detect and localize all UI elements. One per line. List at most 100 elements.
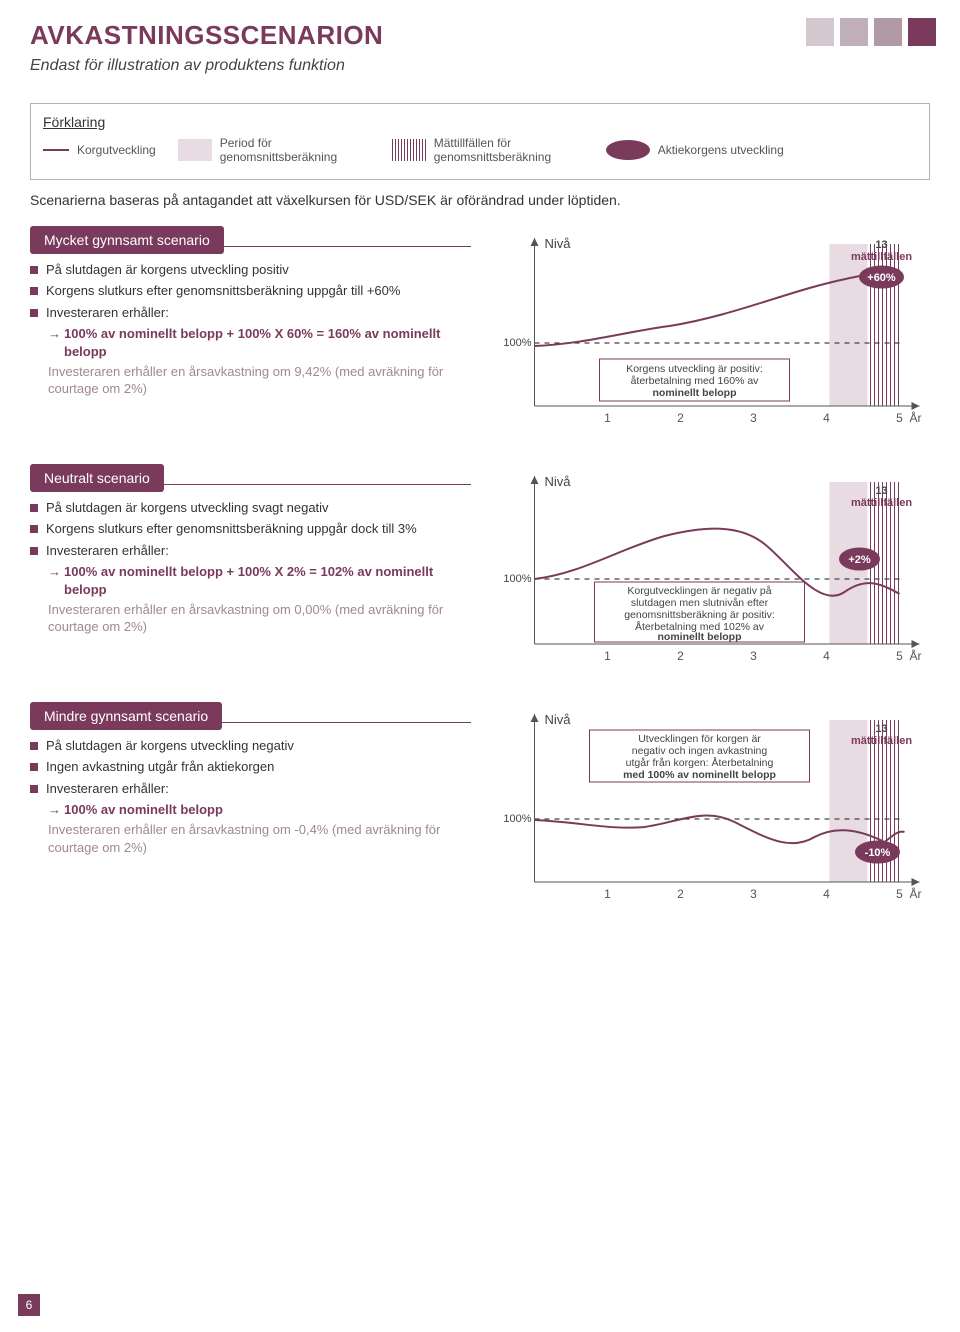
callout-line: Korgens utveckling är positiv:	[626, 363, 763, 375]
matt-label: mättillfällen	[851, 497, 912, 509]
page-number: 6	[18, 1294, 40, 1316]
decor-square	[806, 18, 834, 46]
oval-swatch-icon	[606, 140, 650, 160]
scenario-chart: Nivå 13 mättillfällen 100% -10% Utveckli…	[489, 702, 930, 912]
scenario-chart-column: Nivå 13 mättillfällen 100% +2% Korgutvec…	[489, 464, 930, 674]
xtick: 1	[604, 411, 611, 425]
legend-label: Aktiekorgens utveckling	[658, 143, 784, 157]
legend-label: Period för genomsnittsberäkning	[220, 136, 370, 165]
legend-label: Mättillfällen för genomsnittsberäkning	[434, 136, 584, 165]
callout-line: genomsnittsberäkning är positiv:	[624, 609, 775, 621]
result-badge: +2%	[848, 554, 871, 566]
legend-label: Korgutveckling	[77, 143, 156, 157]
return-note: Investeraren erhåller en årsavkastning o…	[48, 821, 471, 856]
matt-label: mättillfällen	[851, 251, 912, 263]
legend-item-oval: Aktiekorgens utveckling	[606, 140, 784, 160]
callout-line: med 100% av nominellt belopp	[623, 769, 776, 781]
niva-label: Nivå	[545, 474, 572, 489]
bullet-item: På slutdagen är korgens utveckling svagt…	[30, 499, 471, 517]
decor-square	[908, 18, 936, 46]
legend-row: Korgutveckling Period för genomsnittsber…	[43, 136, 917, 165]
return-note: Investeraren erhåller en årsavkastning o…	[48, 363, 471, 398]
xtick: 4	[823, 411, 830, 425]
scenario-chart-column: Nivå 13 mättillfällen 100% +60% Korgens …	[489, 226, 930, 436]
arrow-line: 100% av nominellt belopp + 100% X 60% = …	[48, 325, 471, 360]
scenario-neutral: Neutralt scenario På slutdagen är korgen…	[30, 464, 930, 674]
bullet-item: Korgens slutkurs efter genomsnittsberäkn…	[30, 520, 471, 538]
callout-line: nominellt belopp	[653, 387, 737, 399]
legend-item-avg: Period för genomsnittsberäkning	[178, 136, 370, 165]
scenario-favorable: Mycket gynnsamt scenario På slutdagen är…	[30, 226, 930, 436]
ar-label: År	[910, 886, 922, 901]
scenario-chart: Nivå 13 mättillfällen 100% +2% Korgutvec…	[489, 464, 930, 674]
matt-label: mättillfällen	[851, 735, 912, 747]
callout-line: Utvecklingen för korgen är	[638, 733, 761, 745]
scenario-text-column: Neutralt scenario På slutdagen är korgen…	[30, 464, 471, 674]
scenario-chart-column: Nivå 13 mättillfällen 100% -10% Utveckli…	[489, 702, 930, 912]
legend-title: Förklaring	[43, 114, 917, 130]
xtick: 5	[896, 411, 903, 425]
header-decor-squares	[806, 18, 936, 46]
page-title: AVKASTNINGSSCENARION	[30, 20, 930, 51]
xtick: 2	[677, 411, 684, 425]
callout-line: negativ och ingen avkastning	[632, 745, 768, 757]
xtick: 2	[677, 887, 684, 901]
chart-svg: Nivå 13 mättillfällen 100% +2% Korgutvec…	[489, 464, 930, 674]
niva-label: Nivå	[545, 236, 572, 251]
legend-item-measure: Mättillfällen för genomsnittsberäkning	[392, 136, 584, 165]
chart-svg: Nivå 13 mättillfällen 100% -10% Utveckli…	[489, 702, 930, 912]
callout-line: nominellt belopp	[658, 631, 742, 643]
xtick: 1	[604, 887, 611, 901]
callout-line: slutdagen men slutnivån efter	[631, 597, 769, 609]
scenario-chart: Nivå 13 mättillfällen 100% +60% Korgens …	[489, 226, 930, 436]
arrow-line: 100% av nominellt belopp	[48, 801, 471, 819]
scenario-text-column: Mycket gynnsamt scenario På slutdagen är…	[30, 226, 471, 436]
callout-line: återbetalning med 160% av	[631, 375, 760, 387]
result-badge: +60%	[867, 272, 896, 284]
ar-label: År	[910, 410, 922, 425]
legend-item-line: Korgutveckling	[43, 143, 156, 157]
level-100-label: 100%	[503, 813, 531, 825]
chart-svg: Nivå 13 mättillfällen 100% +60% Korgens …	[489, 226, 930, 436]
decor-square	[840, 18, 868, 46]
xtick: 4	[823, 649, 830, 663]
thirteen-label: 13	[875, 239, 887, 251]
level-100-label: 100%	[503, 573, 531, 585]
scenario-unfavorable: Mindre gynnsamt scenario På slutdagen är…	[30, 702, 930, 912]
bullet-item: Investeraren erhåller:	[30, 780, 471, 798]
xtick: 5	[896, 649, 903, 663]
xtick: 1	[604, 649, 611, 663]
xtick: 5	[896, 887, 903, 901]
hatch-swatch-icon	[392, 139, 426, 161]
bullet-item: Korgens slutkurs efter genomsnittsberäkn…	[30, 282, 471, 300]
bullet-list: På slutdagen är korgens utveckling posit…	[30, 261, 471, 322]
xtick: 3	[750, 649, 757, 663]
xtick: 3	[750, 411, 757, 425]
callout-line: Korgutvecklingen är negativ på	[627, 585, 771, 597]
scenario-tag: Neutralt scenario	[30, 464, 164, 492]
scenario-tag: Mycket gynnsamt scenario	[30, 226, 224, 254]
scenario-text-column: Mindre gynnsamt scenario På slutdagen är…	[30, 702, 471, 912]
xtick: 4	[823, 887, 830, 901]
line-swatch-icon	[43, 149, 69, 151]
level-100-label: 100%	[503, 337, 531, 349]
bullet-list: På slutdagen är korgens utveckling svagt…	[30, 499, 471, 560]
box-swatch-icon	[178, 139, 212, 161]
thirteen-label: 13	[875, 723, 887, 735]
niva-label: Nivå	[545, 712, 572, 727]
ar-label: År	[910, 648, 922, 663]
scenario-tag: Mindre gynnsamt scenario	[30, 702, 222, 730]
bullet-item: Investeraren erhåller:	[30, 304, 471, 322]
callout-line: utgår från korgen: Återbetalning	[626, 756, 774, 769]
return-note: Investeraren erhåller en årsavkastning o…	[48, 601, 471, 636]
bullet-item: Ingen avkastning utgår från aktiekorgen	[30, 758, 471, 776]
bullet-item: På slutdagen är korgens utveckling posit…	[30, 261, 471, 279]
legend-box: Förklaring Korgutveckling Period för gen…	[30, 103, 930, 180]
xtick: 3	[750, 887, 757, 901]
arrow-line: 100% av nominellt belopp + 100% X 2% = 1…	[48, 563, 471, 598]
bullet-item: På slutdagen är korgens utveckling negat…	[30, 737, 471, 755]
bullet-list: På slutdagen är korgens utveckling negat…	[30, 737, 471, 798]
thirteen-label: 13	[875, 485, 887, 497]
bullet-item: Investeraren erhåller:	[30, 542, 471, 560]
result-badge: -10%	[865, 847, 891, 859]
